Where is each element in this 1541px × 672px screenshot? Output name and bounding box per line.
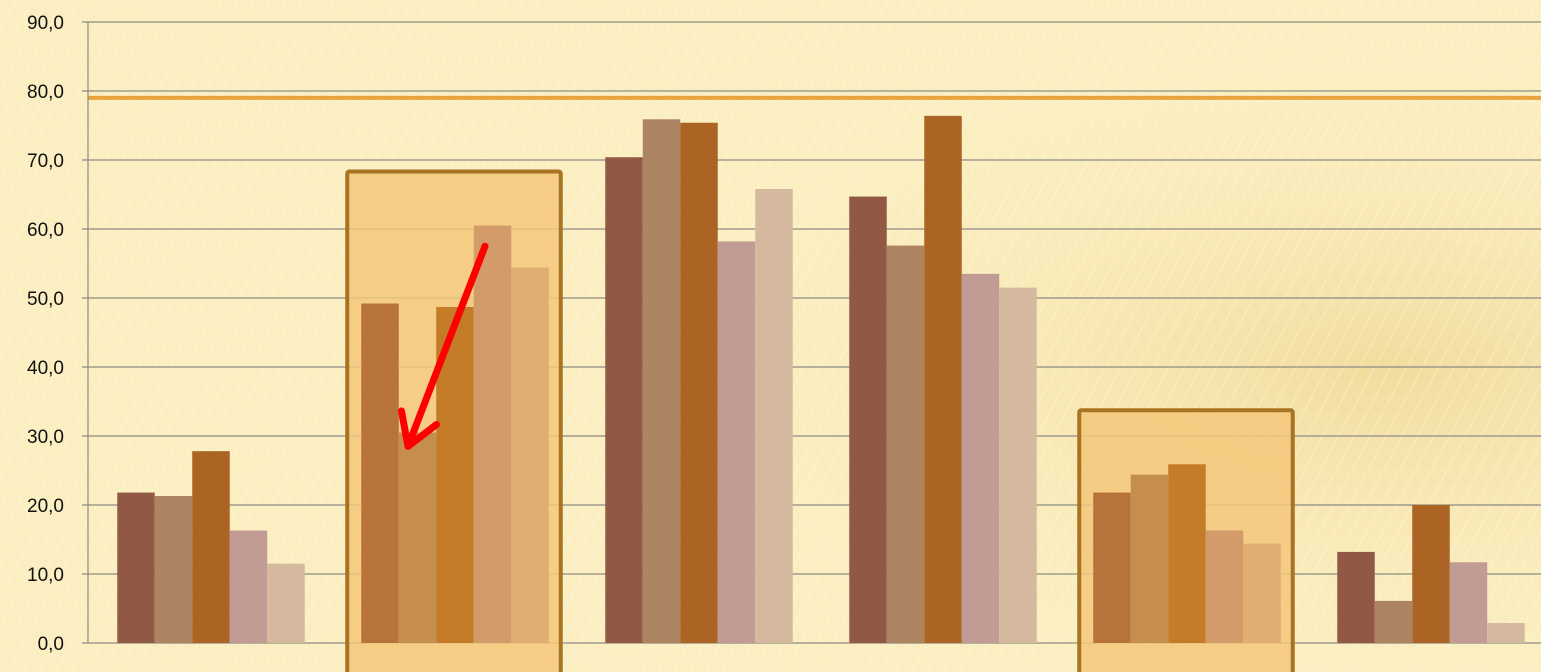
bar <box>1243 543 1281 643</box>
y-tick-label: 40,0 <box>27 358 64 379</box>
bar <box>924 115 962 644</box>
bar <box>849 196 887 643</box>
arrow-shaft <box>404 242 489 450</box>
y-tick-label: 80,0 <box>27 82 64 103</box>
bar <box>154 496 193 643</box>
bar <box>361 303 399 643</box>
bar <box>1130 474 1169 643</box>
bar <box>999 287 1037 643</box>
bar <box>511 267 549 643</box>
y-tick-label: 50,0 <box>27 289 64 310</box>
bar <box>229 530 268 643</box>
bar <box>398 432 437 643</box>
bar <box>755 188 793 644</box>
gridlines <box>82 21 1541 644</box>
bar <box>1412 505 1450 643</box>
bar <box>1487 622 1525 643</box>
bar <box>961 273 1000 643</box>
bar <box>886 245 925 643</box>
y-tick-label: 70,0 <box>27 151 64 172</box>
y-tick-label: 90,0 <box>27 13 64 34</box>
bar <box>117 492 155 643</box>
bar <box>717 241 756 644</box>
bar <box>1205 530 1244 643</box>
bar <box>1093 492 1131 643</box>
bar <box>1337 551 1375 643</box>
arrow-head <box>397 407 441 450</box>
bar <box>267 563 305 643</box>
bar <box>1449 562 1488 643</box>
y-tick-label: 0,0 <box>38 634 64 655</box>
bar <box>1168 464 1206 643</box>
y-tick-label: 10,0 <box>27 565 64 586</box>
annotation-arrow <box>397 242 489 450</box>
y-tick-label: 30,0 <box>27 427 64 448</box>
bar <box>473 225 512 644</box>
bar <box>605 157 643 644</box>
bar <box>192 451 230 643</box>
bar <box>642 119 681 644</box>
bar <box>1374 600 1413 643</box>
bar <box>680 122 718 644</box>
y-tick-label: 60,0 <box>27 220 64 241</box>
y-tick-label: 20,0 <box>27 496 64 517</box>
bars <box>117 115 1525 644</box>
y-axis: 0,0 10,0 20,0 30,0 40,0 50,0 60,0 70,0 80,0 90,0 <box>27 13 89 655</box>
